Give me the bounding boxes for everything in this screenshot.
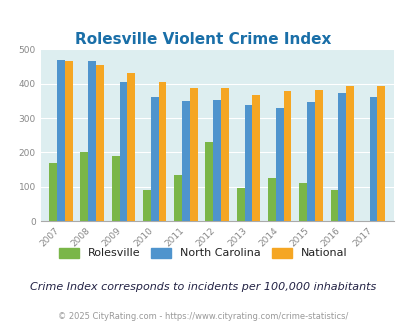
Bar — [252, 95, 260, 221]
Bar — [244, 105, 252, 221]
Bar — [267, 178, 275, 221]
Bar — [330, 190, 337, 221]
Bar — [111, 156, 119, 221]
Bar — [306, 102, 314, 221]
Bar — [80, 152, 88, 221]
Bar — [213, 100, 221, 221]
Bar — [205, 142, 213, 221]
Text: © 2025 CityRating.com - https://www.cityrating.com/crime-statistics/: © 2025 CityRating.com - https://www.city… — [58, 312, 347, 321]
Bar — [377, 86, 384, 221]
Bar — [369, 97, 377, 221]
Bar — [57, 60, 65, 221]
Bar — [96, 65, 104, 221]
Bar — [49, 163, 57, 221]
Bar — [143, 190, 150, 221]
Bar — [337, 93, 345, 221]
Bar — [88, 61, 96, 221]
Bar — [174, 175, 181, 221]
Bar — [181, 101, 190, 221]
Legend: Rolesville, North Carolina, National: Rolesville, North Carolina, National — [54, 243, 351, 263]
Bar — [275, 108, 283, 221]
Bar — [190, 88, 197, 221]
Text: Rolesville Violent Crime Index: Rolesville Violent Crime Index — [75, 32, 330, 47]
Bar — [298, 183, 306, 221]
Bar — [158, 82, 166, 221]
Bar — [127, 73, 135, 221]
Bar — [283, 91, 291, 221]
Text: Crime Index corresponds to incidents per 100,000 inhabitants: Crime Index corresponds to incidents per… — [30, 282, 375, 292]
Bar — [345, 85, 353, 221]
Bar — [236, 188, 244, 221]
Bar — [119, 82, 127, 221]
Bar — [314, 90, 322, 221]
Bar — [150, 96, 158, 221]
Bar — [65, 61, 72, 221]
Bar — [221, 88, 228, 221]
